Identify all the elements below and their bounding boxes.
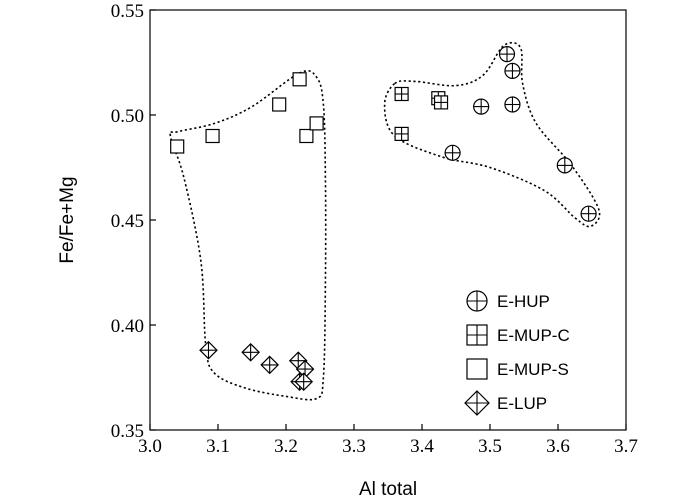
tick-layer: 3.0 3.1 3.2 3.3 3.4 3.5 3.6 3.7 0.35 0.40 0.45 0.50… (111, 1, 638, 457)
data-point-e-mup-s (309, 116, 324, 131)
data-point-e-lup (241, 342, 260, 362)
y-axis-title: Fe/Fe+Mg (57, 176, 78, 263)
data-point-e-mup-s (299, 128, 314, 144)
data-point-e-mup-s (205, 128, 220, 144)
group-enclosure-outline (383, 41, 601, 228)
legend-label: E-HUP (497, 292, 550, 311)
data-point-e-hup (504, 96, 521, 113)
legend-marker-e-lup (464, 390, 490, 416)
legend-marker-e-hup (466, 290, 488, 312)
x-tick-label: 3.4 (410, 436, 434, 457)
y-tick-label: 0.45 (111, 211, 144, 232)
data-point-e-mup-s (272, 97, 287, 112)
legend-label: E-MUP-S (497, 360, 569, 379)
data-point-e-mup-s (292, 72, 307, 87)
data-point-e-mup-s (170, 139, 185, 154)
legend-marker-e-mup-c (466, 324, 488, 346)
data-point-e-mup-c (394, 86, 409, 102)
x-tick-label: 3.0 (138, 436, 162, 457)
legend: E-HUP E-MUP-C E-MUP-S E-LUP (464, 290, 570, 416)
legend-label: E-LUP (497, 394, 547, 413)
x-tick-label: 3.2 (274, 436, 298, 457)
x-tick-label: 3.3 (342, 436, 366, 457)
data-point-e-hup (556, 157, 573, 174)
x-tick-label: 3.1 (206, 436, 230, 457)
data-point-e-mup-c (394, 126, 409, 142)
data-point-e-lup (294, 372, 314, 392)
marker-layer (170, 45, 597, 392)
legend-label: E-MUP-C (497, 326, 570, 345)
x-tick-label: 3.6 (546, 436, 570, 457)
x-tick-label: 3.5 (478, 436, 502, 457)
data-point-e-hup (504, 62, 521, 80)
data-point-e-lup (260, 355, 280, 375)
y-tick-label: 0.55 (111, 1, 144, 22)
data-point-e-mup-c (433, 95, 449, 110)
legend-marker-e-mup-s (466, 358, 488, 380)
x-axis-title: Al total (359, 479, 417, 499)
y-tick-label: 0.50 (111, 106, 144, 127)
group-enclosure-outline (169, 70, 327, 401)
y-tick-label: 0.40 (111, 316, 144, 337)
data-point-e-hup (473, 98, 490, 115)
y-tick-label: 0.35 (111, 421, 144, 442)
data-point-e-lup (199, 340, 218, 360)
x-tick-label: 3.7 (614, 436, 638, 457)
data-point-e-hup (580, 205, 597, 222)
data-point-e-hup (444, 144, 461, 161)
data-point-e-hup (498, 45, 516, 63)
enclosure-layer (169, 41, 601, 401)
